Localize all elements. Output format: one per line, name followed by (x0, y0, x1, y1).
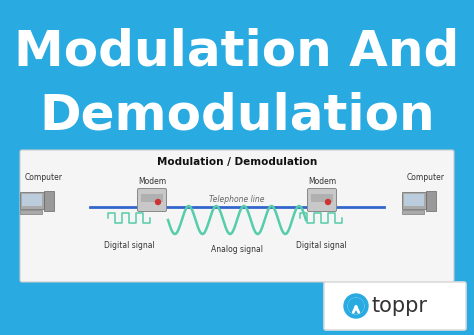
Text: toppr: toppr (372, 296, 428, 316)
Text: Telephone line: Telephone line (209, 195, 265, 203)
Bar (20, 192, 44, 208)
Text: Modulation / Demodulation: Modulation / Demodulation (157, 157, 317, 167)
Text: Modem: Modem (138, 178, 166, 187)
Bar (44, 191, 54, 211)
Circle shape (344, 294, 368, 318)
Text: Analog signal: Analog signal (211, 246, 263, 255)
FancyBboxPatch shape (20, 150, 454, 282)
Text: Digital signal: Digital signal (104, 241, 155, 250)
Bar (141, 194, 163, 202)
Text: Modulation And: Modulation And (14, 28, 460, 76)
Bar (20, 209, 42, 213)
Circle shape (348, 298, 364, 314)
Text: Modem: Modem (308, 178, 336, 187)
Text: Computer: Computer (25, 174, 63, 183)
Circle shape (348, 298, 364, 314)
Bar (402, 192, 426, 208)
Circle shape (326, 200, 330, 204)
FancyBboxPatch shape (308, 189, 337, 211)
Circle shape (155, 200, 161, 204)
Bar (404, 194, 424, 205)
Text: Digital signal: Digital signal (296, 241, 346, 250)
FancyBboxPatch shape (324, 282, 466, 330)
Text: Computer: Computer (407, 174, 445, 183)
Bar (426, 191, 436, 211)
Bar (311, 194, 333, 202)
Bar (402, 209, 424, 213)
FancyBboxPatch shape (137, 189, 166, 211)
Text: Demodulation: Demodulation (39, 91, 435, 139)
Bar (22, 194, 42, 205)
